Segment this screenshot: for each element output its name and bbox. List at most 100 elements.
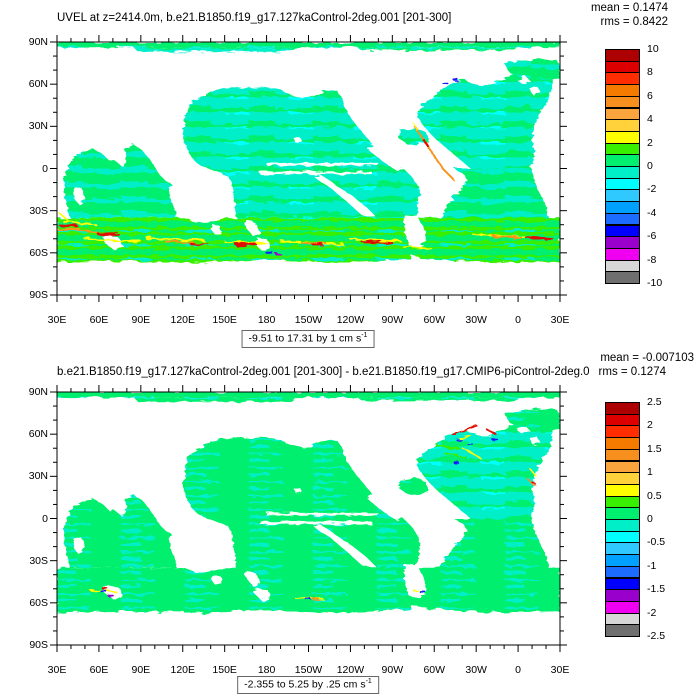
y-tick-label: 60N [28,78,48,91]
x-tick-label: 120W [336,314,365,326]
colorbar-tick-label: -2.5 [647,630,666,642]
current-streak [223,240,268,244]
current-streak [528,467,537,478]
x-tick-label: 90W [381,314,404,326]
x-tick-label: 150W [294,664,323,676]
land-mask-central-america [367,143,404,172]
x-tick-label: 150E [212,664,237,676]
land-mask-campbell [254,587,271,600]
x-tick-label: 120E [170,314,196,326]
ocean-region-arctic2 [133,47,295,52]
y-tick-label: 60S [29,246,48,259]
land-mask-east-pacific-rise [314,524,376,567]
land-mask-australia [168,532,235,572]
colorbar-tick-label: -8 [647,253,657,266]
land-mask-madagascar [73,186,85,205]
current-streak [57,227,100,235]
x-tick-label: 90W [381,664,404,676]
colorbar-tick-label: -2 [647,606,657,619]
colorbar-tick-label: 2 [647,419,653,432]
x-tick-label: 120W [336,664,365,676]
current-streak [531,481,536,485]
ocean-region-arctic [57,392,560,398]
land-mask-kerguelen [103,234,123,250]
ocean-region-carib [397,127,429,146]
colorbar-tick-label: -1.5 [647,583,666,596]
land-mask-tasmania [210,574,222,585]
current-streak [63,220,98,226]
world-map [50,385,567,652]
colorbar-tick-label: -4 [647,206,657,219]
land-mask-equator-gap-1 [266,162,379,166]
current-streak [491,235,522,239]
x-tick-label: 0 [515,664,521,676]
range-caption: -9.51 to 17.31 by 1 cm s-1 [241,330,375,348]
land-mask-east-pacific-rise [314,174,376,217]
land-mask-iceland [516,75,531,85]
ocean-region-southern [57,217,560,263]
axes-frame [50,35,567,302]
colorbar-tick-label: 0 [647,160,653,172]
land-mask-hawaii [294,487,302,494]
ocean-region-indian [64,494,176,568]
colorbar-tick-label: 1 [647,466,653,479]
y-tick-label: 30N [28,120,48,133]
x-tick-label: 30E [47,314,67,326]
ocean-region-southern [57,567,560,613]
land-mask-hawaii [294,137,302,144]
current-streak [83,237,142,243]
x-tick-label: 0 [515,314,521,326]
current-streak [413,125,455,181]
colorbar-tick-label: 2.5 [647,396,662,408]
x-tick-label: 30E [550,664,570,676]
current-streak [525,476,535,486]
x-tick-label: 150E [212,314,237,326]
ocean-region-pacific [182,437,421,570]
x-tick-label: 180 [257,664,276,676]
y-tick-label: 90N [28,386,48,398]
x-tick-label: 60E [89,314,109,326]
y-tick-label: 90S [29,289,48,301]
ocean-region-norwegian [504,58,560,80]
colorbar-tick-label: 4 [647,113,653,126]
world-map [50,35,567,302]
ocean-region-natl [417,415,553,519]
colorbar-tick-label: 2 [647,136,653,149]
current-streak [349,237,402,243]
colorbar-tick-label: 8 [647,66,653,79]
colorbar-tick-label: -6 [647,230,657,243]
colorbar-tick-label: -2 [647,183,657,196]
land-mask-central-america [367,493,404,522]
x-tick-label: 120E [170,664,196,676]
current-streak [525,236,553,241]
land-mask-uk [529,435,541,446]
ocean-region-pacific [182,87,421,220]
land-mask-equator-gap-2 [259,521,372,525]
current-streak [461,447,482,459]
land-mask-south-america-tip [403,214,426,249]
current-streak [436,444,461,450]
y-tick-label: 90S [29,639,48,651]
land-mask-australia [168,182,235,222]
land-mask-india [104,484,127,518]
land-mask-tasmania [210,224,222,235]
current-streak [486,428,497,436]
x-tick-label: 180 [257,314,276,326]
current-streak [145,237,205,242]
range-caption-sup: -1 [361,332,368,339]
ocean-region-norwegian [504,408,560,430]
ocean-region-satl [439,518,549,570]
y-tick-label: 0 [42,512,48,525]
rms-stat: rms = 0.8422 [600,16,668,28]
current-streak [444,453,466,458]
colorbar-tick-label: -0.5 [647,536,666,549]
range-caption: -2.355 to 5.25 by .25 cm s-1 [237,676,379,694]
colorbar-tick-label: 0.5 [647,489,662,502]
y-tick-label: 30S [29,554,48,567]
rms-stat: rms = 0.1274 [598,366,666,378]
current-streak [360,240,394,244]
ocean-region-satl [439,168,549,220]
current-streak [58,223,78,228]
range-caption-sup: -1 [365,678,372,685]
